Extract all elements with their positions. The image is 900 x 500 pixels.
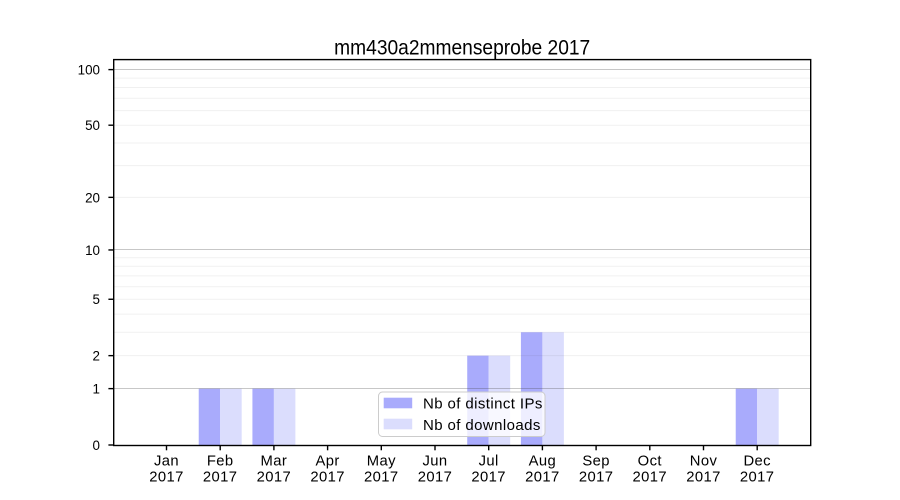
svg-text:Oct: Oct [638,454,662,470]
svg-text:2: 2 [93,349,100,364]
svg-text:20: 20 [85,190,100,205]
svg-text:2017: 2017 [149,470,184,486]
svg-text:Nov: Nov [690,454,718,470]
svg-text:Nb of downloads: Nb of downloads [423,417,541,434]
svg-text:100: 100 [78,63,100,78]
svg-text:2017: 2017 [203,470,238,486]
svg-text:Feb: Feb [207,454,234,470]
svg-text:Mar: Mar [261,454,288,470]
svg-text:10: 10 [85,243,100,258]
svg-text:Nb of distinct IPs: Nb of distinct IPs [423,396,543,413]
svg-text:Jun: Jun [422,454,447,470]
svg-text:Aug: Aug [529,454,557,470]
svg-text:2017: 2017 [525,470,560,486]
svg-text:5: 5 [93,292,100,307]
svg-text:2017: 2017 [579,470,614,486]
svg-text:50: 50 [85,118,100,133]
svg-text:2017: 2017 [686,470,721,486]
svg-text:0: 0 [93,438,100,453]
svg-text:Apr: Apr [315,454,339,470]
svg-text:2017: 2017 [418,470,453,486]
svg-text:Sep: Sep [582,454,610,470]
svg-text:May: May [367,454,396,470]
svg-text:2017: 2017 [364,470,399,486]
svg-text:Jan: Jan [154,454,179,470]
svg-text:2017: 2017 [310,470,345,486]
svg-text:Jul: Jul [479,454,499,470]
svg-text:mm430a2mmenseprobe 2017: mm430a2mmenseprobe 2017 [334,37,590,60]
svg-text:2017: 2017 [740,470,775,486]
svg-text:2017: 2017 [257,470,292,486]
svg-text:2017: 2017 [633,470,668,486]
svg-text:Dec: Dec [743,454,771,470]
svg-text:1: 1 [93,382,100,397]
svg-text:2017: 2017 [471,470,506,486]
